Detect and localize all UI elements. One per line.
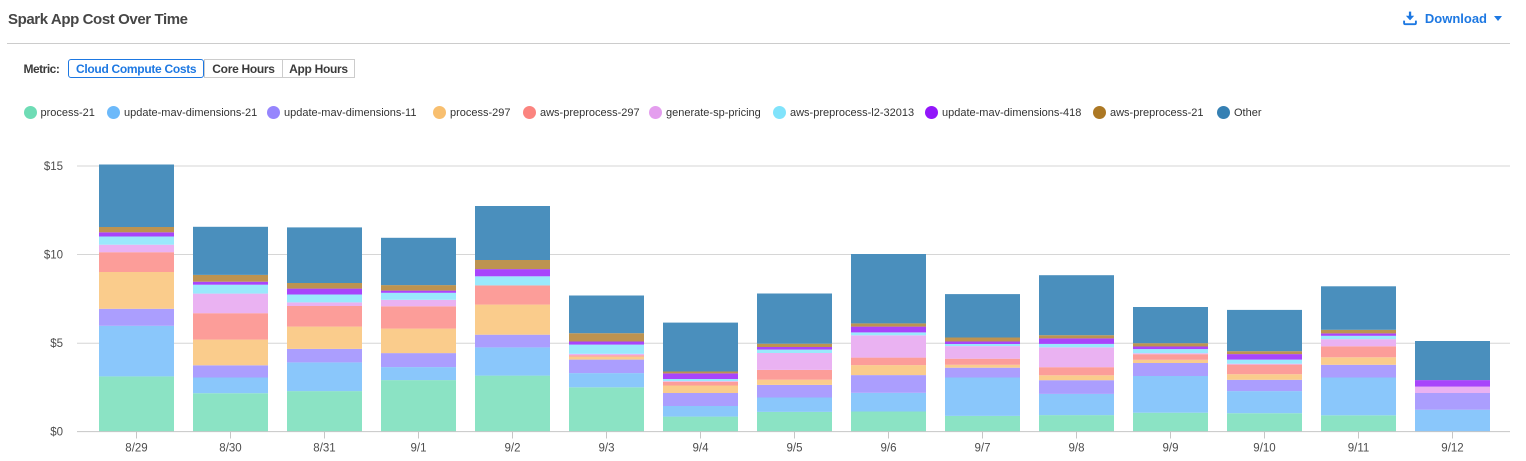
svg-text:8/30: 8/30 <box>219 443 241 455</box>
svg-text:$10: $10 <box>44 250 63 262</box>
svg-text:$0: $0 <box>50 427 63 439</box>
svg-text:9/10: 9/10 <box>1253 443 1275 455</box>
svg-text:9/8: 9/8 <box>1069 443 1085 455</box>
svg-text:$5: $5 <box>50 338 63 350</box>
svg-text:9/1: 9/1 <box>411 443 427 455</box>
svg-text:9/7: 9/7 <box>975 443 991 455</box>
svg-text:9/4: 9/4 <box>693 443 710 455</box>
svg-text:$15: $15 <box>44 161 63 173</box>
svg-text:9/5: 9/5 <box>787 443 803 455</box>
svg-text:8/29: 8/29 <box>125 443 147 455</box>
svg-text:9/9: 9/9 <box>1163 443 1179 455</box>
svg-text:9/2: 9/2 <box>505 443 521 455</box>
svg-text:9/11: 9/11 <box>1348 443 1370 455</box>
svg-text:9/6: 9/6 <box>881 443 897 455</box>
svg-text:8/31: 8/31 <box>313 443 335 455</box>
svg-text:9/12: 9/12 <box>1441 443 1463 455</box>
svg-text:9/3: 9/3 <box>599 443 615 455</box>
